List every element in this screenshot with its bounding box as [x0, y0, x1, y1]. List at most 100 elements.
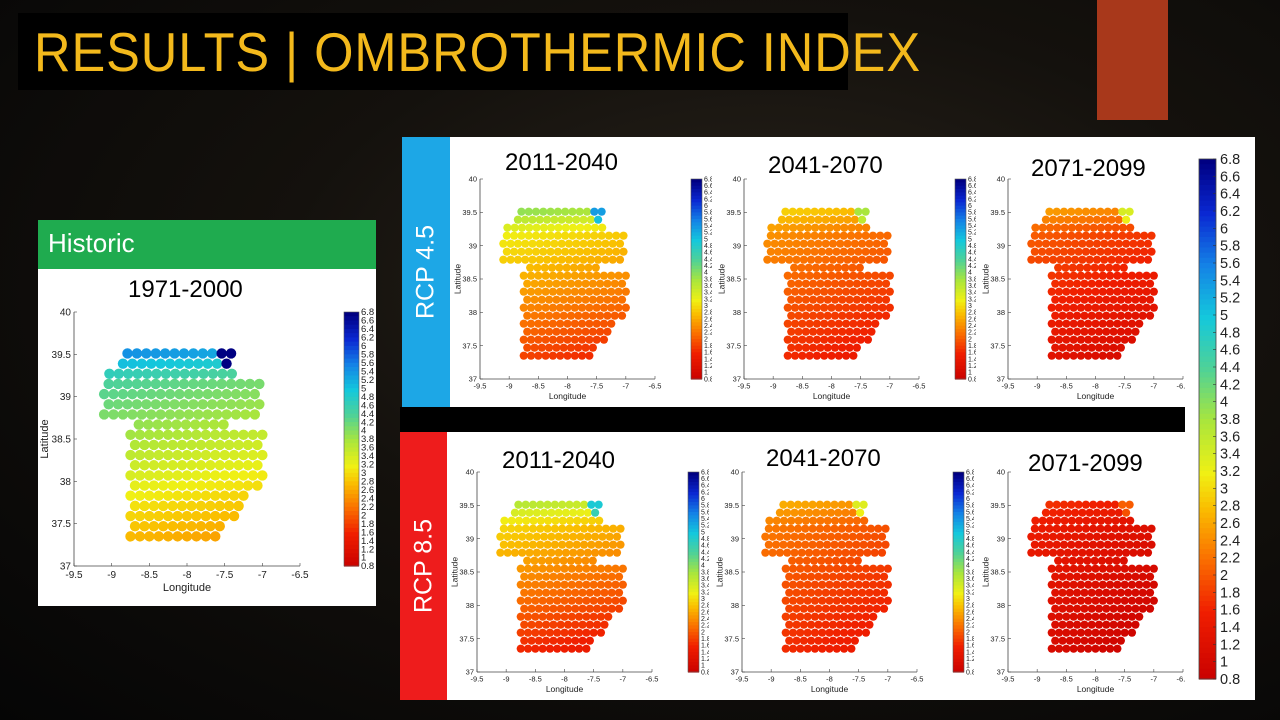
grid-point	[788, 612, 798, 621]
grid-point	[1074, 540, 1083, 549]
grid-point	[834, 508, 843, 517]
grid-point	[561, 231, 570, 240]
grid-point	[1100, 508, 1109, 517]
grid-point	[1135, 580, 1144, 589]
grid-point	[531, 628, 540, 637]
grid-point	[541, 351, 550, 360]
grid-point	[1127, 271, 1137, 280]
grid-point	[513, 215, 523, 224]
shared-colorbar-tick: 1	[1220, 655, 1228, 671]
colorbar-tick: 1.4	[968, 356, 976, 363]
grid-point	[1091, 351, 1100, 360]
grid-point	[582, 596, 591, 605]
grid-point	[601, 255, 610, 264]
grid-point	[531, 580, 540, 589]
grid-point	[158, 439, 169, 451]
grid-point	[1102, 327, 1111, 336]
x-tick-label: -9.5	[474, 382, 487, 391]
grid-point	[1103, 500, 1112, 509]
grid-point	[207, 368, 219, 380]
grid-point	[556, 271, 565, 280]
grid-point	[793, 500, 803, 509]
grid-point	[777, 215, 787, 224]
grid-point	[843, 636, 852, 645]
grid-point	[863, 319, 873, 328]
grid-point	[787, 516, 796, 525]
grid-point	[832, 207, 841, 216]
grid-point	[794, 343, 803, 352]
grid-point	[195, 480, 207, 491]
grid-point	[839, 564, 849, 573]
grid-point	[798, 319, 807, 328]
grid-point	[162, 449, 174, 461]
grid-point	[532, 532, 541, 541]
grid-point	[614, 604, 624, 613]
grid-point	[806, 255, 816, 264]
grid-point	[609, 524, 618, 533]
grid-point	[524, 247, 533, 256]
grid-point	[1069, 303, 1078, 312]
grid-point	[188, 348, 199, 359]
y-tick-label: 37.5	[459, 634, 474, 643]
grid-point	[517, 207, 526, 216]
grid-point	[577, 335, 587, 344]
grid-point	[1105, 564, 1115, 573]
grid-point	[1083, 263, 1092, 272]
grid-point	[790, 548, 799, 557]
grid-point	[1109, 604, 1118, 613]
map-historic: -9.5 -9 -8.5 -8 -7.5 -7 -6.54039.53938.53837.5…	[39, 307, 374, 594]
y-tick-label: 37	[469, 375, 477, 384]
grid-point	[1109, 572, 1118, 581]
grid-point	[563, 636, 573, 645]
x-tick-label: -9	[770, 382, 777, 391]
grid-point	[525, 548, 534, 557]
grid-point	[854, 564, 863, 573]
grid-point	[777, 255, 787, 264]
grid-point	[235, 378, 246, 390]
grid-point	[1058, 604, 1067, 613]
x-tick-label: -8	[564, 382, 571, 391]
grid-point	[514, 524, 523, 533]
colorbar-tick: 6	[361, 341, 366, 352]
colorbar-tick: 3.8	[361, 434, 374, 445]
grid-point	[856, 532, 865, 541]
grid-point	[1091, 628, 1100, 637]
grid-point	[1098, 628, 1107, 637]
grid-point	[228, 470, 240, 481]
grid-point	[567, 612, 576, 621]
historic-period: 1971-2000	[128, 276, 243, 303]
grid-point	[572, 540, 581, 549]
grid-point	[1098, 580, 1107, 589]
grid-point	[809, 279, 818, 288]
grid-point	[1084, 644, 1093, 653]
grid-point	[556, 636, 565, 645]
grid-point	[770, 239, 779, 248]
y-tick-label: 40	[731, 468, 739, 477]
x-tick-label: -7	[258, 570, 267, 581]
grid-point	[1092, 548, 1102, 557]
grid-point	[191, 510, 202, 522]
grid-point	[525, 223, 534, 232]
grid-point	[1098, 335, 1107, 344]
grid-point	[764, 524, 773, 533]
grid-point	[879, 572, 889, 581]
grid-point	[247, 429, 259, 440]
grid-point	[134, 470, 146, 481]
grid-point	[781, 564, 790, 573]
grid-point	[581, 295, 590, 304]
grid-point	[843, 620, 852, 629]
grid-point	[207, 348, 218, 359]
grid-point	[808, 540, 817, 549]
grid-point	[1085, 239, 1094, 248]
grid-point	[1120, 271, 1129, 280]
grid-point	[1096, 540, 1105, 549]
grid-point	[854, 612, 863, 621]
grid-point	[796, 564, 805, 573]
grid-point	[519, 303, 528, 312]
shared-colorbar-tick: 4.6	[1220, 343, 1240, 359]
grid-point	[151, 368, 162, 380]
grid-point	[545, 644, 555, 653]
y-axis-label: Latitude	[453, 264, 463, 295]
grid-point	[526, 287, 536, 296]
grid-point	[585, 271, 594, 280]
